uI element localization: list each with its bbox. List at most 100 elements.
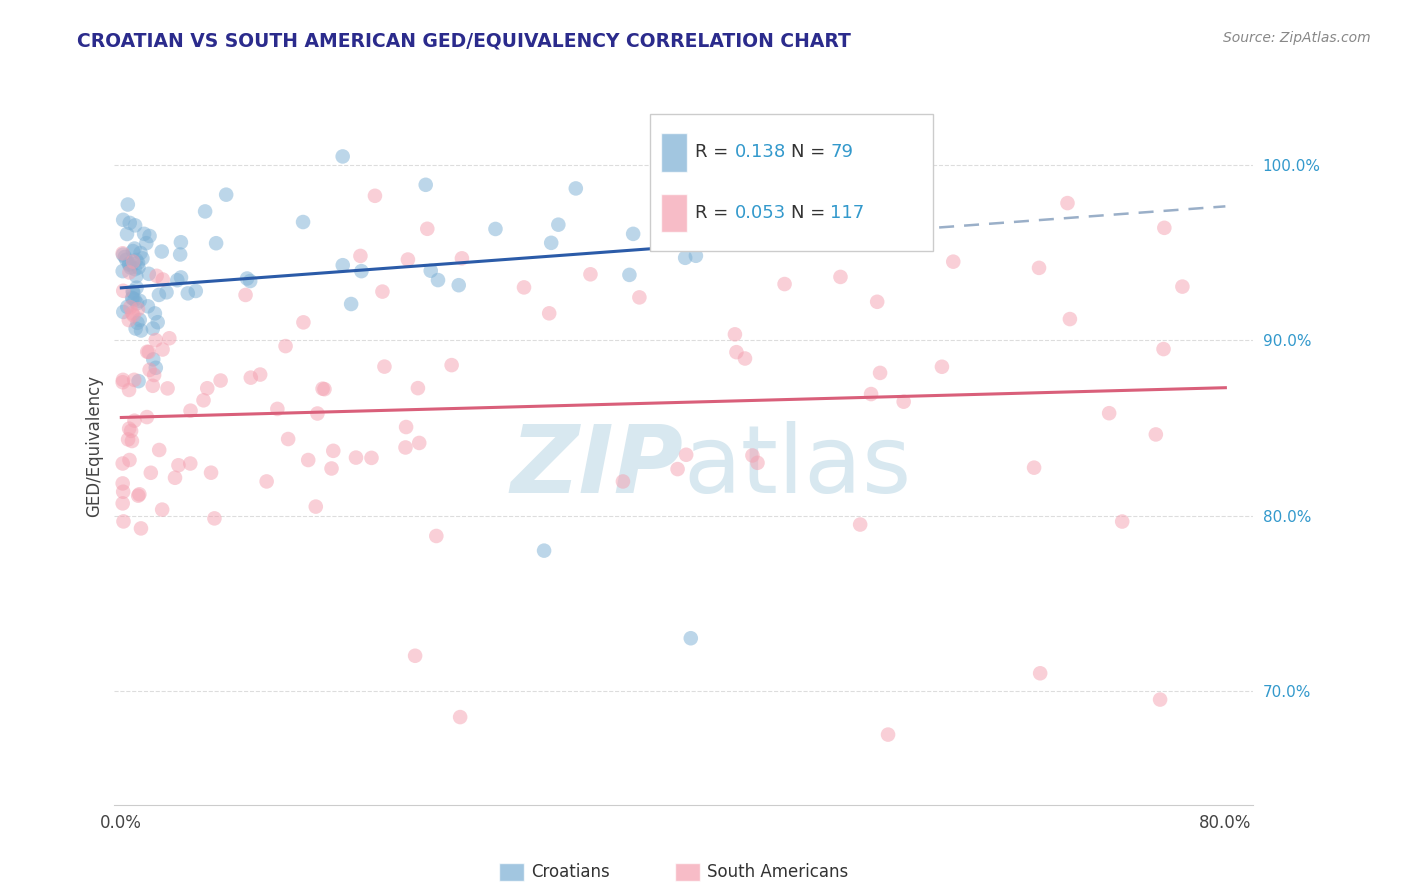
- Point: [869, 366, 891, 380]
- Point: [142, 352, 165, 367]
- Point: [1153, 342, 1175, 356]
- Point: [128, 293, 150, 308]
- Text: Source: ZipAtlas.com: Source: ZipAtlas.com: [1223, 31, 1371, 45]
- Point: [440, 358, 463, 372]
- Point: [741, 449, 763, 463]
- Point: [449, 710, 471, 724]
- Point: [143, 368, 166, 382]
- Point: [118, 258, 141, 272]
- Point: [349, 249, 371, 263]
- Point: [128, 374, 150, 388]
- Point: [628, 290, 651, 304]
- Point: [122, 244, 145, 258]
- Point: [565, 181, 588, 195]
- Point: [111, 264, 134, 278]
- Point: [447, 278, 470, 293]
- Point: [395, 420, 418, 434]
- Point: [321, 461, 343, 475]
- Point: [1111, 515, 1133, 529]
- Point: [1171, 279, 1194, 293]
- Point: [115, 227, 138, 241]
- Point: [128, 260, 150, 275]
- Point: [266, 401, 288, 416]
- Point: [866, 294, 889, 309]
- Point: [685, 249, 707, 263]
- Text: 0.138: 0.138: [734, 144, 786, 161]
- Point: [256, 475, 278, 489]
- Point: [484, 222, 506, 236]
- Point: [332, 258, 354, 272]
- Point: [129, 521, 152, 535]
- Point: [419, 264, 441, 278]
- Point: [112, 305, 135, 319]
- Point: [117, 197, 139, 211]
- Point: [152, 272, 174, 286]
- Point: [120, 300, 142, 314]
- Point: [425, 529, 447, 543]
- Point: [311, 382, 333, 396]
- Point: [146, 315, 169, 329]
- Text: R =: R =: [695, 203, 734, 222]
- Point: [1028, 260, 1050, 275]
- Point: [942, 254, 965, 268]
- Point: [184, 284, 207, 298]
- Point: [350, 264, 373, 278]
- Point: [292, 215, 315, 229]
- Point: [143, 306, 166, 320]
- Point: [121, 306, 143, 320]
- Point: [204, 511, 226, 525]
- Point: [138, 363, 160, 377]
- Point: [666, 462, 689, 476]
- Point: [163, 471, 186, 485]
- Point: [124, 293, 146, 307]
- Point: [118, 453, 141, 467]
- Point: [118, 256, 141, 270]
- Point: [373, 359, 395, 374]
- Point: [129, 324, 152, 338]
- Point: [235, 288, 257, 302]
- Point: [579, 268, 602, 282]
- Point: [239, 274, 262, 288]
- Point: [132, 227, 155, 241]
- Point: [724, 327, 747, 342]
- Point: [129, 246, 152, 260]
- Point: [177, 286, 200, 301]
- Point: [157, 331, 180, 345]
- Text: 0.053: 0.053: [734, 203, 786, 222]
- Point: [148, 288, 170, 302]
- Point: [138, 345, 160, 359]
- Point: [1153, 220, 1175, 235]
- Point: [122, 373, 145, 387]
- Point: [111, 373, 134, 387]
- Point: [773, 277, 796, 291]
- Text: 79: 79: [830, 144, 853, 161]
- Point: [205, 236, 228, 251]
- Point: [128, 313, 150, 327]
- Point: [117, 433, 139, 447]
- Point: [124, 321, 146, 335]
- Point: [155, 285, 177, 300]
- Point: [111, 376, 134, 390]
- Point: [167, 458, 190, 473]
- Point: [1059, 312, 1081, 326]
- Point: [239, 370, 262, 384]
- Point: [734, 351, 756, 366]
- Text: South Americans: South Americans: [707, 863, 848, 881]
- Text: 117: 117: [830, 203, 865, 222]
- Point: [547, 218, 569, 232]
- Point: [121, 434, 143, 448]
- Point: [1149, 692, 1171, 706]
- Point: [124, 242, 146, 256]
- Point: [371, 285, 394, 299]
- Point: [415, 178, 437, 192]
- Point: [114, 250, 136, 264]
- Point: [112, 484, 135, 499]
- Point: [127, 316, 149, 330]
- Point: [135, 410, 157, 425]
- Point: [122, 309, 145, 323]
- Point: [127, 489, 149, 503]
- Point: [215, 187, 238, 202]
- Point: [297, 453, 319, 467]
- Point: [136, 344, 159, 359]
- Point: [344, 450, 367, 465]
